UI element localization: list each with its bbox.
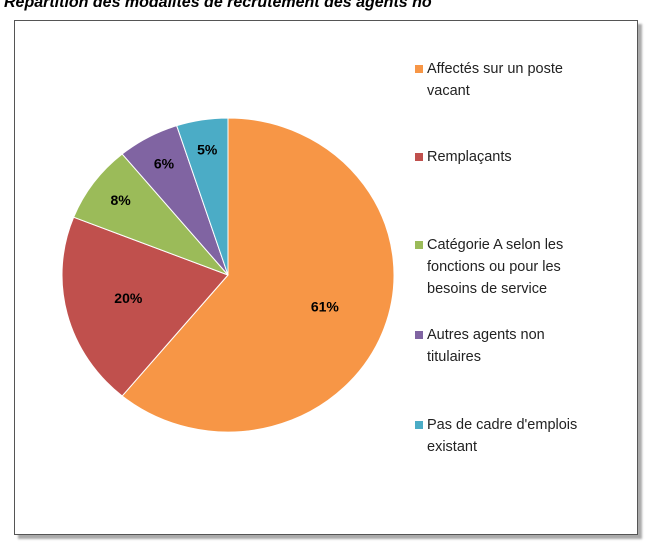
pie-slice <box>176 117 229 276</box>
data-label: 5% <box>197 142 218 158</box>
legend-entry: Catégorie A selon les fonctions ou pour … <box>415 234 602 300</box>
legend-label: Catégorie A selon les fonctions ou pour … <box>427 237 564 297</box>
pie-slice <box>121 117 395 433</box>
legend-label: Remplaçants <box>427 149 512 165</box>
data-label: 8% <box>110 192 131 208</box>
data-label: 20% <box>114 290 143 306</box>
legend-swatch <box>415 331 423 339</box>
legend-entry: Remplaçants <box>415 146 602 168</box>
pie-slice <box>61 216 229 397</box>
legend-swatch <box>415 421 423 429</box>
data-label: 6% <box>154 156 175 172</box>
legend-swatch <box>415 241 423 249</box>
legend-swatch <box>415 153 423 161</box>
legend-swatch <box>415 65 423 73</box>
legend-label: Affectés sur un poste vacant <box>427 61 563 99</box>
legend-label: Pas de cadre d'emplois existant <box>427 417 578 455</box>
chart-title: Répartition des modalités de recrutement… <box>4 0 432 11</box>
data-label: 61% <box>311 299 340 315</box>
legend-entry: Pas de cadre d'emplois existant <box>415 414 602 458</box>
legend-label: Autres agents non titulaires <box>427 327 545 365</box>
legend-entry: Autres agents non titulaires <box>415 324 602 368</box>
legend-entry: Affectés sur un poste vacant <box>415 58 602 102</box>
